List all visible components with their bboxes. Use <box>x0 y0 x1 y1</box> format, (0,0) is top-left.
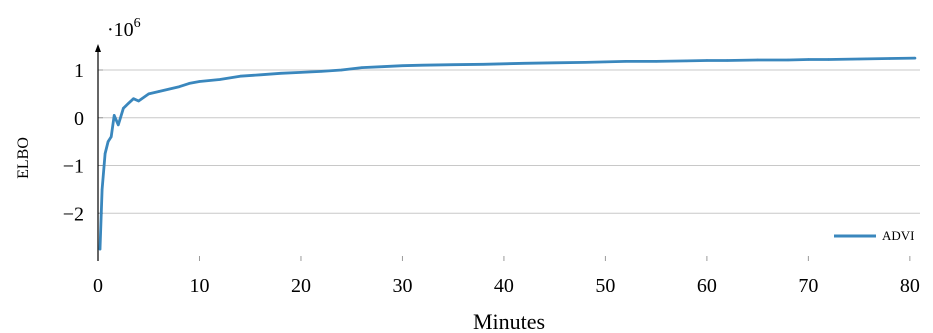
series-point-advi <box>553 61 556 65</box>
series-point-advi <box>320 70 323 73</box>
x-tick-label: 20 <box>291 275 311 297</box>
x-tick-label: 30 <box>392 275 412 297</box>
y-tick-label: −1 <box>63 156 84 178</box>
x-tick-label: 0 <box>93 275 103 297</box>
series-point-advi <box>117 123 120 127</box>
x-tick-label: 80 <box>900 275 920 297</box>
series-point-advi <box>807 58 810 61</box>
series-point-advi <box>827 58 830 61</box>
x-tick-label: 40 <box>494 275 514 297</box>
series-point-advi <box>482 63 485 66</box>
series-point-advi <box>279 72 282 75</box>
y-axis-title: ELBO <box>15 137 32 179</box>
series-point-advi <box>857 57 861 61</box>
series-point-advi <box>360 66 364 69</box>
series-point-advi <box>654 60 658 63</box>
y-tick-label: 0 <box>74 108 84 130</box>
legend-label-advi: ADVI <box>882 228 915 243</box>
series-point-advi <box>157 90 161 93</box>
y-tick-label: 1 <box>74 60 84 82</box>
series-point-advi <box>705 59 709 62</box>
series-point-advi <box>786 58 790 62</box>
series-point-advi <box>127 102 130 105</box>
legend: ADVI <box>834 228 915 243</box>
series-point-advi <box>137 99 140 103</box>
series-point-advi <box>167 87 171 91</box>
series-point-advi <box>113 114 116 117</box>
series-point-advi <box>421 64 424 67</box>
x-tick-label: 60 <box>697 275 717 297</box>
series-point-advi <box>451 63 455 66</box>
series-layer <box>98 56 917 251</box>
series-point-advi <box>106 140 110 143</box>
series-point-advi <box>177 85 181 88</box>
y-tick-label: −2 <box>63 203 84 225</box>
axis-ticks <box>97 69 911 261</box>
series-point-advi <box>523 62 526 65</box>
series-point-advi <box>147 92 150 96</box>
series-point-advi <box>340 68 343 72</box>
y-axis-arrowhead <box>95 44 101 52</box>
series-point-advi <box>122 107 125 110</box>
series-point-advi <box>259 73 262 76</box>
x-tick-label: 70 <box>798 275 818 297</box>
series-point-advi <box>100 188 104 191</box>
series-line-advi <box>98 56 917 251</box>
series-point-advi <box>299 71 303 74</box>
x-tick-label: 50 <box>595 275 615 297</box>
series-point-advi <box>502 62 506 65</box>
series-point-advi <box>188 82 191 85</box>
series-point-advi <box>624 60 627 63</box>
grid-lines <box>98 69 920 214</box>
series-point-advi <box>103 152 107 155</box>
series-point-advi <box>913 56 917 60</box>
y-scale-factor-exponent: 6 <box>134 16 141 31</box>
x-tick-label: 10 <box>189 275 209 297</box>
series-point-advi <box>685 59 688 63</box>
series-point-advi <box>238 75 242 78</box>
y-scale-factor: ·106 <box>107 16 141 41</box>
series-point-advi <box>132 97 135 100</box>
series-point-advi <box>218 78 221 81</box>
series-point-advi <box>604 60 607 64</box>
series-point-advi <box>198 80 201 83</box>
series-point-advi <box>583 61 587 64</box>
series-point-advi <box>109 135 113 139</box>
y-scale-factor-base: ·10 <box>107 19 134 41</box>
series-point-advi <box>401 64 404 67</box>
series-point-advi <box>380 65 384 68</box>
series-point-advi <box>725 59 729 62</box>
series-point-advi <box>888 57 891 60</box>
x-axis-title: Minutes <box>473 309 545 333</box>
series-point-advi <box>98 247 102 251</box>
series-point-advi <box>756 58 759 62</box>
